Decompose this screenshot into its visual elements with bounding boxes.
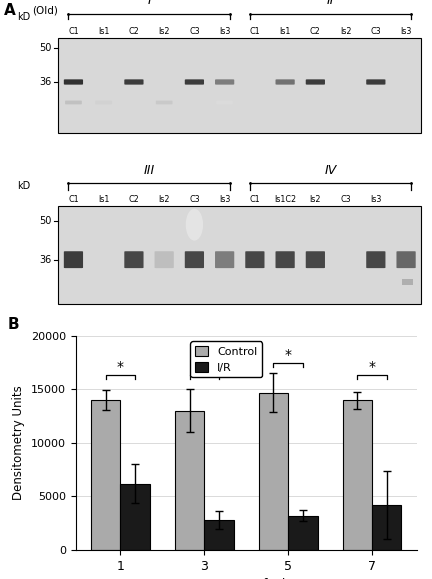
FancyBboxPatch shape (185, 251, 204, 268)
FancyBboxPatch shape (64, 79, 83, 85)
FancyBboxPatch shape (245, 251, 264, 268)
Bar (343, 400, 372, 550)
Text: C1: C1 (250, 27, 260, 36)
Text: C2: C2 (129, 195, 139, 204)
Text: Is1C2: Is1C2 (274, 195, 296, 204)
Bar (288, 516, 318, 550)
Text: C1: C1 (250, 195, 260, 204)
Text: Is1: Is1 (98, 195, 109, 204)
Text: I: I (147, 0, 151, 7)
Text: 50: 50 (39, 217, 51, 226)
Text: (Old): (Old) (32, 5, 58, 15)
Text: *: * (368, 360, 375, 374)
FancyBboxPatch shape (124, 79, 143, 85)
FancyBboxPatch shape (155, 251, 174, 268)
Text: kD: kD (17, 12, 31, 22)
FancyBboxPatch shape (306, 79, 325, 85)
Text: Is2: Is2 (340, 27, 351, 36)
Text: *: * (201, 360, 208, 374)
Text: Is3: Is3 (370, 195, 381, 204)
Text: C1: C1 (68, 27, 79, 36)
FancyBboxPatch shape (95, 101, 112, 104)
Bar (121, 483, 150, 550)
FancyBboxPatch shape (215, 251, 234, 268)
Text: Is2: Is2 (159, 27, 170, 36)
Text: *: * (285, 348, 292, 362)
FancyBboxPatch shape (366, 79, 385, 85)
FancyBboxPatch shape (306, 251, 325, 268)
Text: *: * (117, 360, 124, 374)
Text: 36: 36 (39, 255, 51, 265)
Text: II: II (327, 0, 334, 7)
Bar (175, 411, 204, 550)
Text: C2: C2 (129, 27, 139, 36)
Text: C1: C1 (68, 195, 79, 204)
Bar (372, 505, 401, 550)
Bar (402, 279, 413, 285)
Text: Is3: Is3 (219, 27, 230, 36)
Bar (91, 400, 121, 550)
Text: Is1: Is1 (98, 27, 109, 36)
FancyBboxPatch shape (216, 101, 233, 104)
FancyBboxPatch shape (397, 251, 416, 268)
FancyBboxPatch shape (276, 251, 295, 268)
Text: 50: 50 (39, 43, 51, 53)
Y-axis label: Densitometry Units: Densitometry Units (12, 386, 25, 500)
Text: C3: C3 (340, 195, 351, 204)
Text: Is3: Is3 (400, 27, 412, 36)
Text: C3: C3 (189, 195, 200, 204)
Text: IV: IV (324, 164, 337, 177)
Bar (58, 206, 421, 305)
FancyBboxPatch shape (185, 79, 204, 85)
Text: kD: kD (17, 181, 31, 192)
FancyBboxPatch shape (65, 101, 82, 104)
X-axis label: Days Reperfusion: Days Reperfusion (191, 578, 301, 579)
FancyBboxPatch shape (124, 251, 143, 268)
Legend: Control, I/R: Control, I/R (191, 342, 262, 378)
Text: A: A (4, 3, 16, 19)
FancyBboxPatch shape (276, 79, 295, 85)
Bar (204, 520, 234, 550)
Text: III: III (143, 164, 155, 177)
FancyBboxPatch shape (366, 251, 385, 268)
Text: 36: 36 (39, 77, 51, 87)
FancyBboxPatch shape (215, 79, 234, 85)
Text: Is2: Is2 (310, 195, 321, 204)
Text: C3: C3 (189, 27, 200, 36)
FancyBboxPatch shape (156, 101, 172, 104)
Text: B: B (7, 317, 19, 332)
Text: C3: C3 (371, 27, 381, 36)
FancyBboxPatch shape (64, 251, 83, 268)
Text: Is3: Is3 (219, 195, 230, 204)
Text: C2: C2 (310, 27, 321, 36)
Text: Is1: Is1 (280, 27, 291, 36)
Ellipse shape (186, 209, 203, 241)
Bar (58, 38, 421, 133)
Text: Is2: Is2 (159, 195, 170, 204)
Bar (259, 393, 288, 550)
